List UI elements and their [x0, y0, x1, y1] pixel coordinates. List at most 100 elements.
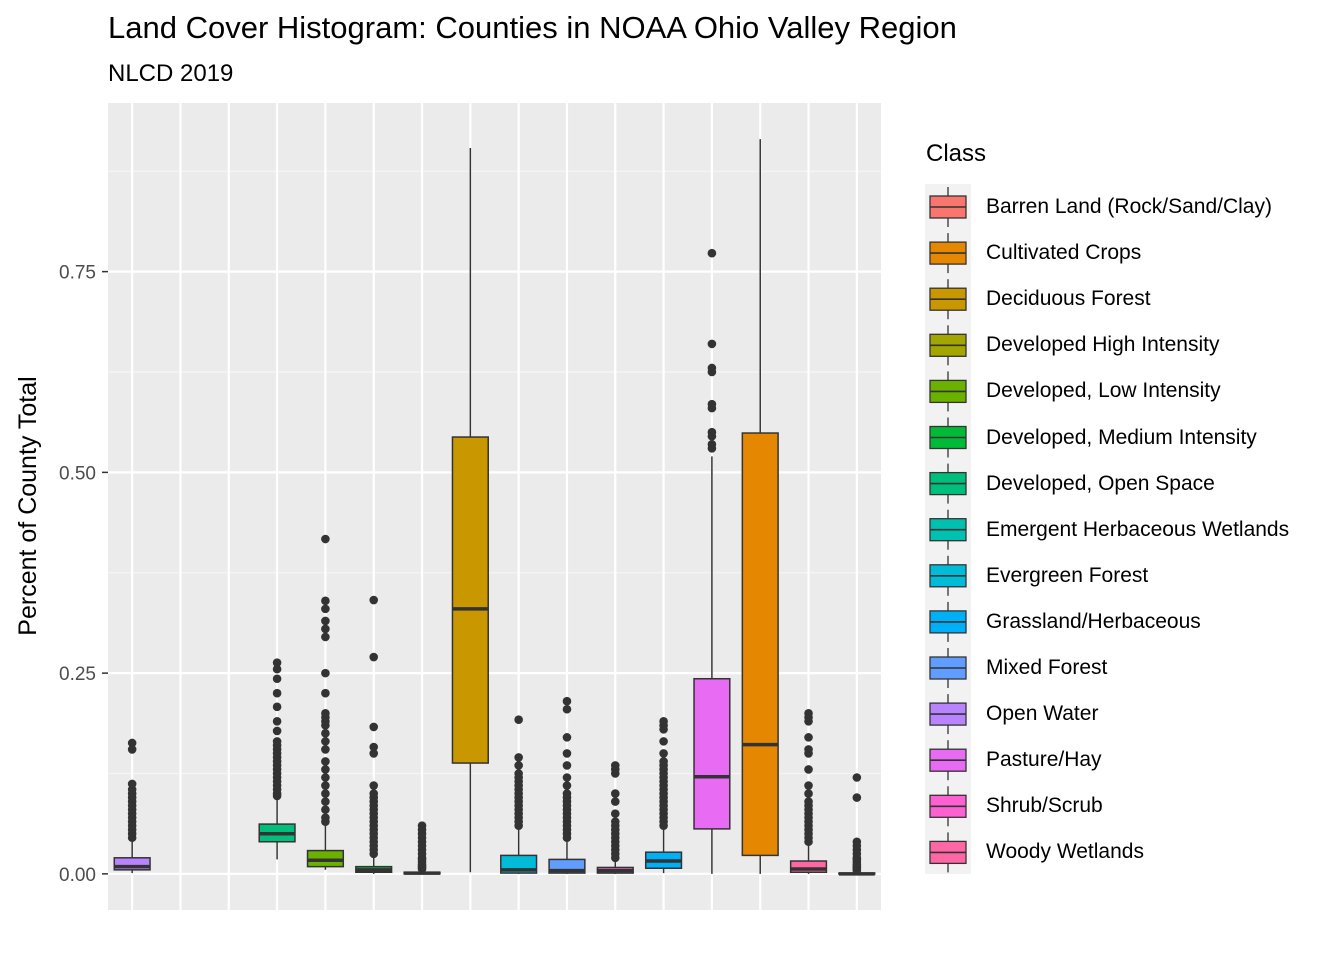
- outlier-point: [804, 789, 813, 798]
- box-pasture-hay: [693, 248, 731, 874]
- legend-label: Cultivated Crops: [986, 241, 1142, 265]
- legend-label: Developed High Intensity: [986, 333, 1220, 357]
- box-body: [789, 860, 828, 874]
- outlier-point: [659, 749, 668, 758]
- legend-key: [929, 463, 967, 504]
- legend-label: Developed, Open Space: [986, 471, 1215, 495]
- outlier-point: [321, 596, 330, 606]
- outlier-point: [321, 789, 330, 798]
- chart-subtitle: NLCD 2019: [108, 60, 234, 87]
- outlier-point: [610, 817, 620, 826]
- box-open-water: [113, 738, 151, 874]
- outlier-point: [514, 769, 523, 778]
- outlier-point: [659, 757, 668, 766]
- legend-key: [929, 555, 967, 596]
- outlier-point: [707, 363, 717, 373]
- box-evergreen-forest: [500, 715, 538, 874]
- box-body: [451, 436, 489, 764]
- outlier-point: [321, 604, 330, 614]
- y-tick-label: 0.00: [59, 865, 96, 886]
- outlier-point: [369, 789, 379, 798]
- outlier-point: [369, 722, 379, 732]
- legend-key: [929, 417, 967, 458]
- outlier-point: [804, 745, 813, 754]
- outlier-point: [417, 821, 427, 830]
- y-tick-label: 0.75: [59, 263, 96, 284]
- legend-label: Emergent Herbaceous Wetlands: [986, 517, 1290, 541]
- legend: [925, 184, 971, 874]
- outlier-point: [562, 781, 572, 790]
- outlier-point: [659, 716, 668, 726]
- legend-key: [929, 279, 967, 320]
- outlier-point: [369, 749, 379, 758]
- box-unlabeled: [838, 773, 876, 876]
- legend-label: Mixed Forest: [986, 656, 1108, 679]
- outlier-point: [707, 248, 717, 258]
- outlier-point: [659, 737, 668, 746]
- legend-label: Pasture/Hay: [986, 748, 1102, 772]
- outlier-point: [610, 809, 620, 818]
- box-deciduous-forest: [451, 147, 489, 873]
- outlier-point: [321, 813, 330, 822]
- outlier-point: [562, 704, 572, 714]
- outlier-point: [707, 427, 717, 437]
- box-body: [741, 432, 779, 857]
- outlier-point: [369, 652, 379, 662]
- outlier-point: [610, 761, 620, 770]
- outlier-point: [127, 779, 137, 789]
- legend-label: Deciduous Forest: [986, 287, 1151, 311]
- box-developed-open-space: [258, 658, 296, 860]
- y-axis-label: Percent of County Total: [14, 376, 42, 635]
- legend-key: [929, 509, 967, 550]
- outlier-point: [272, 737, 282, 746]
- outlier-point: [272, 726, 282, 736]
- legend-key: [929, 233, 967, 274]
- outlier-point: [562, 761, 572, 770]
- outlier-point: [804, 733, 813, 742]
- outlier-point: [852, 793, 862, 802]
- box-grassland-herbaceous: [644, 716, 683, 874]
- outlier-point: [707, 439, 717, 449]
- outlier-point: [610, 797, 620, 806]
- outlier-point: [127, 745, 137, 754]
- box-emergent-herbaceous-wetlands: [403, 821, 441, 875]
- outlier-point: [707, 399, 717, 409]
- outlier-point: [321, 632, 330, 642]
- outlier-point: [321, 668, 330, 678]
- outlier-point: [321, 688, 330, 698]
- legend-key: [929, 740, 967, 781]
- legend-key: [929, 601, 967, 642]
- outlier-point: [707, 339, 717, 349]
- outlier-point: [369, 742, 379, 752]
- box-developed-medium-intensity: [355, 595, 393, 874]
- box-developed-low-intensity: [306, 534, 345, 870]
- outlier-point: [321, 805, 330, 814]
- outlier-point: [514, 753, 523, 762]
- outlier-point: [321, 745, 330, 754]
- outlier-point: [562, 733, 572, 742]
- outlier-point: [321, 757, 330, 766]
- legend-key: [929, 371, 967, 412]
- outlier-point: [272, 688, 282, 698]
- outlier-point: [321, 797, 330, 806]
- outlier-point: [321, 616, 330, 626]
- legend-key: [929, 187, 967, 227]
- outlier-point: [562, 696, 572, 706]
- legend-key: [929, 648, 967, 688]
- legend-label: Grassland/Herbaceous: [986, 609, 1201, 633]
- box-shrub-scrub: [596, 761, 634, 874]
- outlier-point: [562, 773, 572, 782]
- outlier-point: [321, 534, 330, 544]
- outlier-point: [321, 708, 330, 718]
- outlier-point: [127, 738, 137, 748]
- outlier-point: [321, 773, 330, 782]
- outlier-point: [321, 737, 330, 746]
- outlier-point: [272, 658, 282, 667]
- outlier-point: [610, 789, 620, 798]
- outlier-point: [804, 797, 813, 806]
- box-body: [693, 677, 731, 830]
- legend-key: [929, 832, 967, 873]
- legend-key: [929, 786, 967, 827]
- outlier-point: [369, 595, 379, 605]
